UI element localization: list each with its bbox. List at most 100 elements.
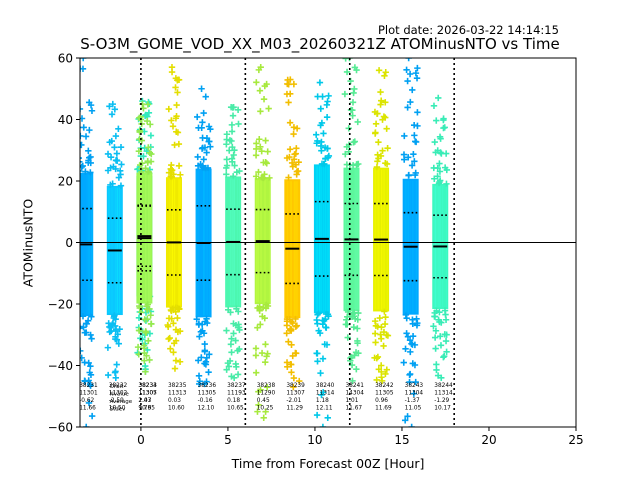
outlier-point [371, 330, 379, 337]
x-tick-label: 15 [394, 433, 409, 447]
outlier-point [200, 109, 207, 117]
outlier-point [82, 320, 90, 327]
outlier-point [80, 354, 85, 362]
outlier-point [227, 104, 235, 111]
outlier-point [80, 141, 83, 144]
orbit-stat-orbit: 38236 [198, 383, 217, 389]
outlier-point [253, 140, 260, 147]
x-tick-label: 10 [307, 433, 322, 447]
outlier-point [226, 147, 233, 154]
outlier-point [107, 324, 114, 331]
outlier-point [234, 371, 242, 378]
outlier-point [373, 376, 380, 384]
outlier-point [292, 315, 299, 323]
outlier-point [112, 374, 120, 381]
outlier-point [296, 377, 303, 385]
outlier-point [342, 150, 349, 158]
outlier-point [377, 88, 384, 96]
outlier-point [147, 312, 154, 319]
outlier-point [254, 408, 261, 415]
outlier-point [436, 160, 443, 167]
outlier-point [318, 391, 325, 399]
outlier-point [318, 119, 326, 127]
outlier-point [403, 315, 410, 322]
outlier-point [432, 345, 439, 352]
orbit-stat-n: 11314 [434, 391, 453, 397]
outlier-point [144, 101, 152, 108]
outlier-point [253, 145, 260, 153]
outlier-point [411, 158, 418, 165]
orbit-stat-stdev: 10.25 [257, 406, 274, 412]
outlier-point [413, 315, 420, 322]
outlier-point [235, 308, 242, 315]
outlier-point [112, 335, 119, 343]
outlier-point [266, 174, 273, 182]
outlier-point [314, 137, 321, 145]
outlier-point [148, 150, 155, 158]
outlier-point [80, 163, 85, 171]
outlier-point [147, 320, 155, 328]
outlier-point [260, 304, 267, 311]
outlier-point [319, 355, 327, 362]
axes: 0 5 10 15 20 25 −60 −40 −20 0 20 40 60 [48, 52, 584, 448]
outlier-point [259, 313, 266, 320]
outlier-point [86, 126, 93, 134]
orbit-cloud-38241 [341, 58, 362, 385]
outlier-point [292, 323, 300, 330]
outlier-point [176, 358, 184, 365]
orbit-stat-orbit: 38242 [375, 383, 394, 389]
outlier-point [293, 322, 301, 329]
outlier-point [407, 348, 414, 356]
outlier-point [80, 58, 87, 62]
orbit-stat-n: 11290 [257, 391, 276, 397]
outlier-point [414, 64, 421, 72]
outlier-point [230, 374, 238, 381]
outlier-point [230, 330, 237, 337]
outlier-point [201, 380, 208, 388]
outlier-point [169, 123, 177, 130]
orbit-stat-stdev: 11.29 [286, 406, 303, 412]
outlier-point [351, 85, 358, 93]
orbit-stat-n: 11305 [198, 391, 217, 397]
outlier-point [106, 103, 113, 110]
outlier-point [402, 311, 410, 319]
outlier-point [254, 324, 261, 331]
outlier-point [234, 324, 242, 331]
outlier-point [289, 352, 296, 360]
outlier-point [404, 154, 412, 161]
outlier-point [228, 155, 236, 162]
y-tick-label: −20 [48, 298, 73, 312]
orbit-stat-orbit: 38241 [345, 383, 364, 389]
outlier-point [382, 69, 389, 76]
outlier-point [140, 342, 148, 349]
outlier-point [196, 378, 204, 385]
outlier-point [431, 138, 438, 146]
outlier-point [283, 330, 290, 337]
orbit-stat-mean: 2.07 [138, 398, 151, 404]
outlier-point [175, 140, 183, 148]
outlier-point [349, 377, 356, 385]
outlier-point [320, 130, 327, 137]
outlier-point [172, 357, 180, 364]
outlier-point [436, 318, 443, 326]
orbit-stat-stdev: 10.60 [168, 406, 185, 412]
outlier-point [403, 330, 410, 337]
outlier-point [177, 171, 184, 178]
outlier-point [111, 144, 118, 151]
orbit-stat-mean: -1.29 [434, 398, 449, 404]
outlier-point [171, 365, 179, 372]
outlier-point [323, 113, 331, 121]
outlier-point [383, 125, 390, 132]
outlier-point [86, 154, 93, 161]
orbit-cloud-38242 [371, 67, 392, 385]
x-axis-label: Time from Forecast 00Z [Hour] [231, 456, 425, 471]
outlier-point [343, 316, 350, 324]
outlier-point [406, 371, 413, 378]
outlier-point [256, 87, 264, 94]
outlier-point [203, 149, 210, 156]
outlier-point [406, 70, 414, 78]
outlier-point [107, 153, 115, 161]
outlier-point [82, 133, 90, 140]
outlier-point [430, 102, 438, 110]
outlier-point [441, 124, 448, 131]
